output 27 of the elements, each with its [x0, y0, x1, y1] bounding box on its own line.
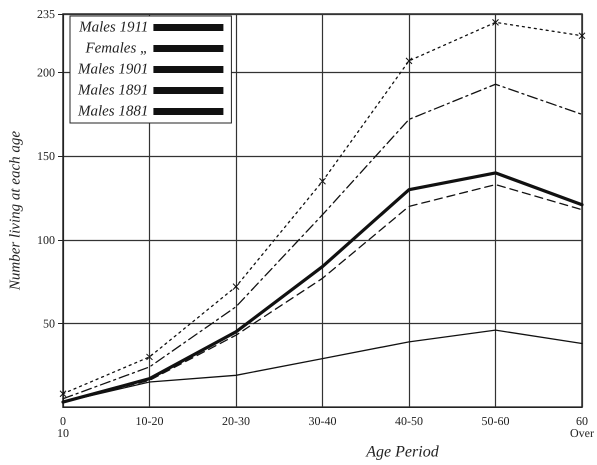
- point: [232, 283, 240, 290]
- y-tick-label: 50: [43, 316, 55, 330]
- x-tick-label: 0 10: [57, 414, 69, 440]
- x-axis-title: Age Period: [365, 444, 440, 460]
- x-tick-label: 30-40: [308, 414, 337, 428]
- y-tick-label: 100: [37, 232, 55, 247]
- point: [60, 390, 66, 398]
- point: [492, 18, 500, 26]
- point: [406, 57, 413, 64]
- legend-label: Males 1891: [76, 82, 148, 98]
- x-tick-label: 40-50: [395, 414, 424, 428]
- point: [319, 178, 326, 185]
- legend-label: Males 1911: [78, 20, 148, 36]
- y-axis-title: Number living at each age: [8, 130, 24, 292]
- line-series: [62, 84, 583, 400]
- y-tick-label: 150: [37, 149, 55, 164]
- x-tick-label: 60 Over: [570, 414, 594, 440]
- y-tick-label: 200: [37, 66, 55, 80]
- legend-label: Males 1881: [76, 104, 148, 120]
- point: [578, 32, 586, 40]
- x-tick-label: 20-30: [222, 414, 250, 428]
- legend-label: Males 1901: [76, 62, 148, 78]
- x-tick-label: 10-20: [136, 414, 164, 428]
- point: [146, 353, 153, 360]
- legend-label: Females „: [84, 40, 148, 56]
- x-tick-label: 50-60: [482, 414, 510, 428]
- y-tick-label: 235: [37, 7, 55, 21]
